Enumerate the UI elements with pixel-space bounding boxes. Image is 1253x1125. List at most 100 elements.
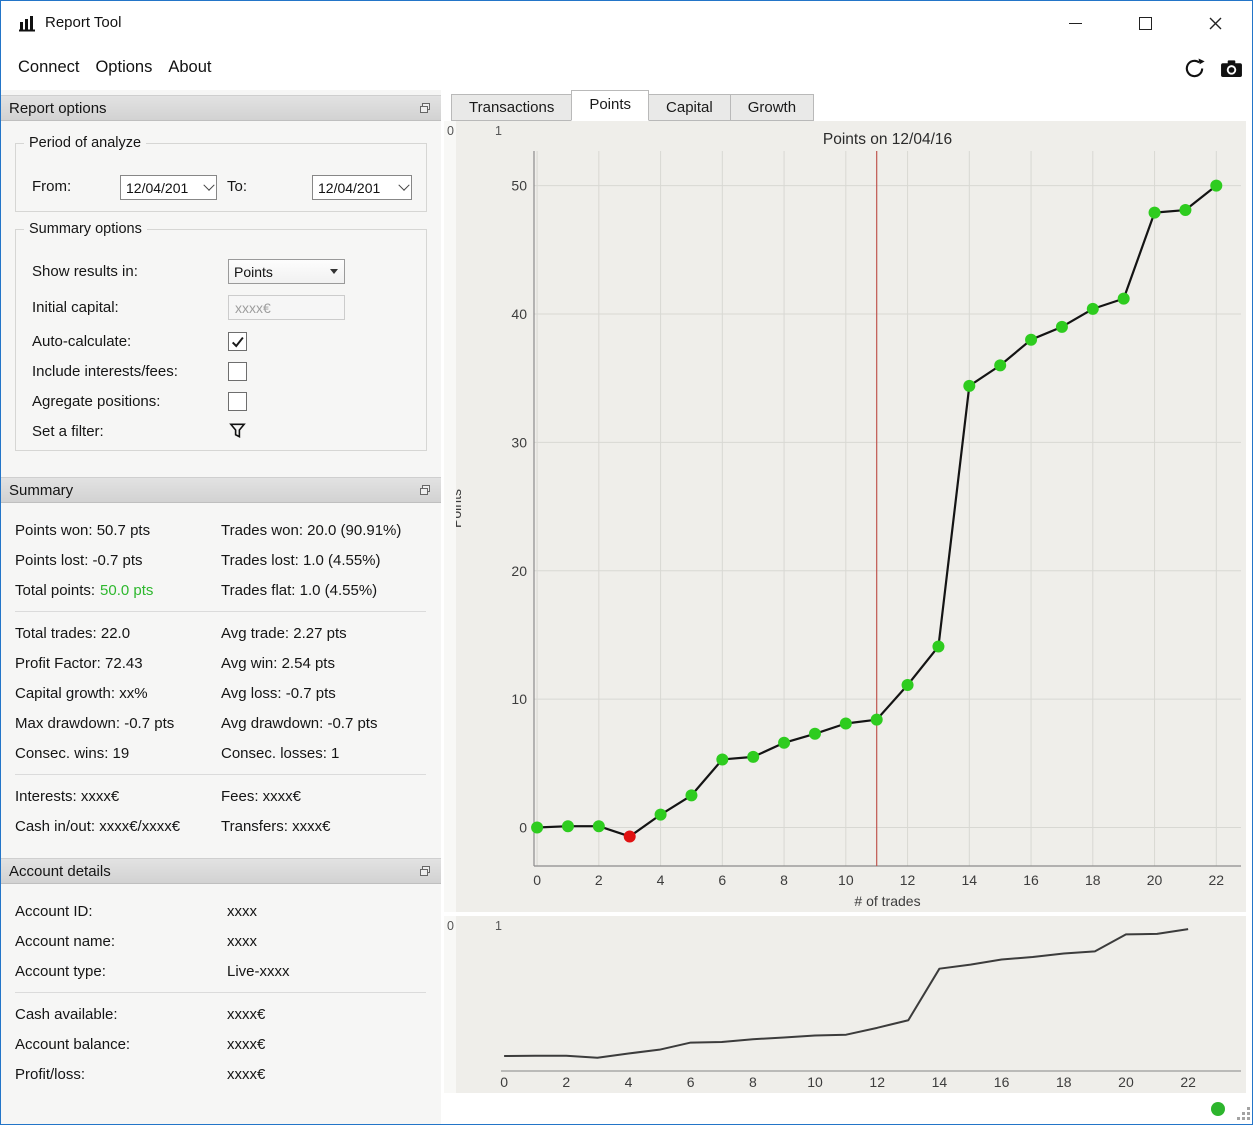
total-trades: Total trades: 22.0 [15, 625, 221, 642]
svg-text:12: 12 [900, 872, 916, 888]
divider [15, 611, 426, 612]
account-balance-value: xxxx€ [227, 1036, 265, 1053]
minimize-button[interactable] [1052, 1, 1098, 46]
svg-text:8: 8 [780, 872, 788, 888]
fees: Fees: xxxx€ [221, 788, 301, 805]
refresh-button[interactable] [1181, 55, 1207, 81]
profit-loss-label: Profit/loss: [15, 1066, 227, 1083]
avg-trade: Avg trade: 2.27 pts [221, 625, 347, 642]
svg-text:20: 20 [1118, 1074, 1134, 1090]
aggregate-positions-checkbox[interactable] [228, 392, 247, 411]
float-panel-icon[interactable] [419, 865, 431, 877]
transfers: Transfers: xxxx€ [221, 818, 330, 835]
filter-button[interactable] [229, 422, 246, 444]
range-label-0: 0 [447, 919, 454, 933]
svg-text:6: 6 [718, 872, 726, 888]
set-filter-label: Set a filter: [32, 419, 104, 445]
svg-text:22: 22 [1209, 872, 1225, 888]
range-label-0: 0 [447, 124, 454, 138]
svg-text:16: 16 [1023, 872, 1039, 888]
app-window: Report Tool Connect Options About [0, 0, 1253, 1125]
menubar: Connect Options About [1, 46, 1252, 90]
resize-grip[interactable] [1236, 1106, 1250, 1120]
svg-text:2: 2 [562, 1074, 570, 1090]
from-label: From: [32, 174, 71, 200]
account-type-value: Live-xxxx [227, 963, 290, 980]
to-label: To: [227, 174, 247, 200]
to-date-select[interactable]: 12/04/201 [312, 175, 412, 200]
svg-text:0: 0 [533, 872, 541, 888]
maximize-button[interactable] [1122, 1, 1168, 46]
show-results-select[interactable]: Points [228, 259, 345, 284]
svg-text:22: 22 [1180, 1074, 1196, 1090]
trades-lost: Trades lost: 1.0 (4.55%) [221, 552, 381, 569]
avg-loss: Avg loss: -0.7 pts [221, 685, 336, 702]
statusbar [444, 1093, 1253, 1124]
account-name-value: xxxx [227, 933, 257, 950]
report-options-title: Report options [9, 100, 107, 117]
account-details-title: Account details [9, 863, 111, 880]
cash-in-out: Cash in/out: xxxx€/xxxx€ [15, 818, 221, 835]
overview-chart-svg[interactable]: 0246810121416182022 [444, 916, 1246, 1093]
svg-text:12: 12 [869, 1074, 885, 1090]
trades-flat: Trades flat: 1.0 (4.55%) [221, 582, 377, 599]
menu-connect[interactable]: Connect [10, 46, 87, 90]
svg-text:18: 18 [1056, 1074, 1072, 1090]
total-points: Total points:50.0 pts [15, 582, 221, 599]
points-chart-panel[interactable]: 024681012141618202201020304050Points on … [444, 121, 1246, 912]
menu-icon-group [1181, 46, 1244, 90]
account-details-header: Account details [1, 858, 441, 884]
close-button[interactable] [1192, 1, 1238, 46]
initial-capital-input[interactable] [228, 295, 345, 320]
account-id-label: Account ID: [15, 903, 227, 920]
max-drawdown: Max drawdown: -0.7 pts [15, 715, 221, 732]
svg-text:40: 40 [511, 306, 527, 322]
float-panel-icon[interactable] [419, 484, 431, 496]
float-panel-icon[interactable] [419, 102, 431, 114]
menu-about[interactable]: About [160, 46, 219, 90]
show-results-label: Show results in: [32, 259, 138, 285]
svg-text:Points on 12/04/16: Points on 12/04/16 [823, 131, 952, 148]
range-label-1: 1 [495, 919, 502, 933]
screenshot-button[interactable] [1218, 55, 1244, 81]
divider [15, 774, 426, 775]
menu-options[interactable]: Options [87, 46, 160, 90]
right-panel: Transactions Points Capital Growth 02468… [444, 90, 1253, 1124]
period-title: Period of analyze [24, 135, 146, 151]
chevron-down-icon [398, 179, 409, 190]
chevron-down-icon [203, 179, 214, 190]
overview-chart-panel[interactable]: 0246810121416182022 0 1 [444, 916, 1246, 1093]
main-chart-svg[interactable]: 024681012141618202201020304050Points on … [444, 121, 1246, 912]
app-icon [17, 13, 37, 33]
summary-header: Summary [1, 477, 441, 503]
divider [15, 992, 426, 993]
include-fees-checkbox[interactable] [228, 362, 247, 381]
trades-won: Trades won: 20.0 (90.91%) [221, 522, 401, 539]
include-fees-label: Include interests/fees: [32, 359, 178, 385]
window-title: Report Tool [45, 14, 121, 31]
profit-loss-value: xxxx€ [227, 1066, 265, 1083]
total-points-value: 50.0 pts [100, 582, 153, 599]
tab-growth[interactable]: Growth [730, 94, 814, 121]
svg-text:18: 18 [1085, 872, 1101, 888]
tab-capital[interactable]: Capital [648, 94, 731, 121]
svg-text:14: 14 [962, 872, 978, 888]
titlebar: Report Tool [1, 1, 1252, 46]
aggregate-positions-label: Agregate positions: [32, 389, 160, 415]
account-id-value: xxxx [227, 903, 257, 920]
svg-text:6: 6 [687, 1074, 695, 1090]
svg-text:30: 30 [511, 434, 527, 450]
tabbar: Transactions Points Capital Growth [444, 90, 1253, 121]
points-lost: Points lost: -0.7 pts [15, 552, 221, 569]
auto-calculate-checkbox[interactable] [228, 332, 247, 351]
dropdown-arrow-icon [330, 269, 338, 274]
avg-drawdown: Avg drawdown: -0.7 pts [221, 715, 377, 732]
svg-text:20: 20 [1147, 872, 1163, 888]
check-icon [230, 334, 246, 350]
tab-transactions[interactable]: Transactions [451, 94, 572, 121]
from-date-select[interactable]: 12/04/201 [120, 175, 217, 200]
svg-text:10: 10 [838, 872, 854, 888]
account-balance-label: Account balance: [15, 1036, 227, 1053]
tab-points[interactable]: Points [571, 90, 649, 121]
svg-text:14: 14 [932, 1074, 948, 1090]
